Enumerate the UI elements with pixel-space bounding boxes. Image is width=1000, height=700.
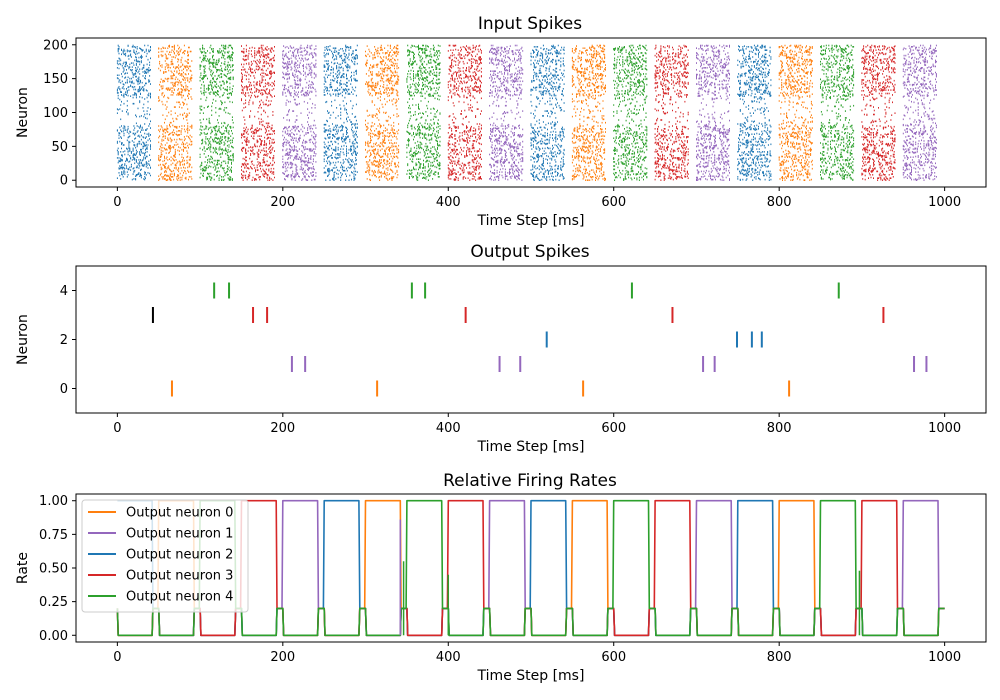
x-tick-label: 800 bbox=[767, 195, 792, 210]
input-window-0 bbox=[116, 44, 151, 181]
y-tick-label: 0 bbox=[60, 174, 68, 189]
x-tick-label: 0 bbox=[113, 195, 121, 210]
firing-rates-title: Relative Firing Rates bbox=[443, 471, 617, 491]
x-tick-label: 400 bbox=[436, 195, 461, 210]
y-tick-label: 100 bbox=[43, 106, 68, 121]
x-tick-label: 200 bbox=[270, 195, 295, 210]
y-axis-label: Neuron bbox=[15, 87, 31, 138]
x-tick-label: 600 bbox=[601, 195, 626, 210]
input-spikes-title: Input Spikes bbox=[478, 14, 582, 34]
y-tick-label: 50 bbox=[51, 140, 68, 155]
y-tick-label: 150 bbox=[43, 72, 68, 87]
output-spikes-title: Output Spikes bbox=[470, 242, 589, 262]
input-window-2 bbox=[199, 44, 234, 181]
input-window-7 bbox=[406, 44, 441, 181]
input-spikes-panel: 0 200 400 600 800 1000 0 50 100 150 200 Time Step [… bbox=[15, 37, 987, 229]
x-axis-label: Time Step [ms] bbox=[477, 213, 585, 229]
input-window-4 bbox=[282, 44, 317, 181]
input-window-3 bbox=[241, 44, 275, 181]
x-tick-label: 1000 bbox=[928, 195, 961, 210]
input-window-6 bbox=[365, 44, 400, 181]
input-window-5 bbox=[323, 44, 358, 181]
y-tick-label: 200 bbox=[43, 38, 68, 53]
input-window-1 bbox=[158, 44, 193, 181]
